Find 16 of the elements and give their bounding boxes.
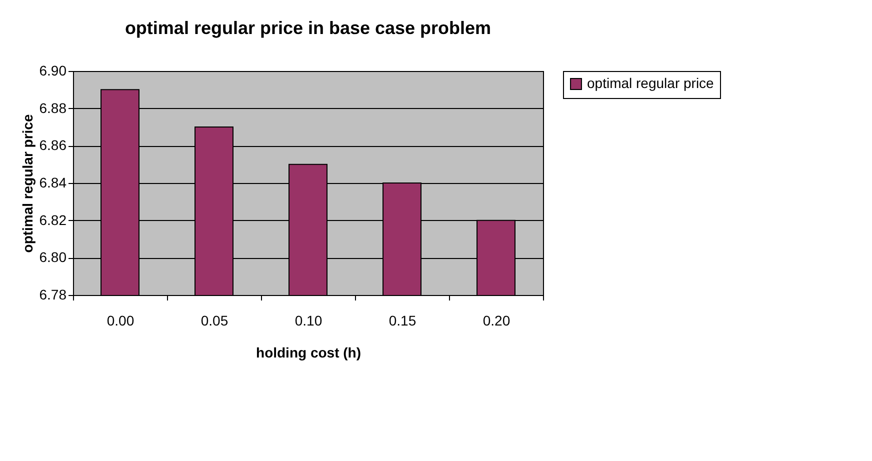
chart-title: optimal regular price in base case problem <box>124 18 492 38</box>
y-tick-label: 6.84 <box>39 174 67 190</box>
x-tick-label: 0.00 <box>106 312 134 328</box>
y-tick-label: 6.82 <box>39 212 67 228</box>
legend-label: optimal regular price <box>587 75 714 91</box>
x-tick-label: 0.20 <box>482 312 510 328</box>
x-tick-label: 0.05 <box>200 312 228 328</box>
x-tick-label: 0.15 <box>388 312 416 328</box>
y-tick-label: 6.86 <box>39 137 67 154</box>
y-tick-label: 6.80 <box>39 249 67 266</box>
x-axis-title: holding cost (h) <box>256 344 361 360</box>
y-tick-label: 6.90 <box>39 62 67 78</box>
y-axis-title: optimal regular price <box>19 114 36 253</box>
x-tick-label: 0.10 <box>294 312 322 328</box>
y-tick-label: 6.78 <box>39 286 67 302</box>
y-tick-label: 6.88 <box>39 100 67 116</box>
